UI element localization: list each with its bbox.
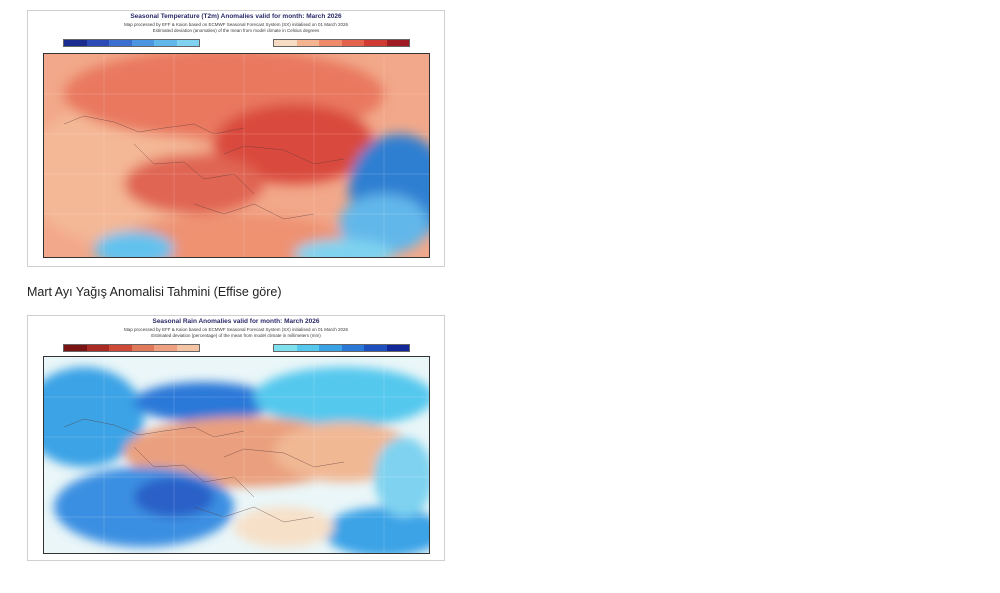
- temperature-anomaly-map: Seasonal Temperature (T2m) Anomalies val…: [27, 10, 445, 267]
- temperature-positive-swatch: [296, 40, 319, 46]
- rain-map-canvas: [43, 356, 430, 554]
- rain-wet-swatch: [341, 345, 364, 351]
- temperature-positive-swatch: [341, 40, 364, 46]
- temperature-negative-swatch: [64, 40, 87, 46]
- rain-map-title: Seasonal Rain Anomalies valid for month:…: [152, 318, 320, 325]
- temperature-colorbar-positive: [273, 39, 410, 47]
- temperature-negative-swatch: [176, 40, 199, 46]
- temperature-positive-swatch: [364, 40, 387, 46]
- temperature-negative-swatch: [86, 40, 109, 46]
- rain-dry-swatch: [109, 345, 132, 351]
- rain-dry-swatch: [64, 345, 87, 351]
- rain-dry-swatch: [131, 345, 154, 351]
- temperature-positive-swatch: [319, 40, 342, 46]
- temperature-negative-swatch: [109, 40, 132, 46]
- rain-wet-swatch: [296, 345, 319, 351]
- temperature-positive-swatch: [386, 40, 409, 46]
- rain-anomaly-map: Seasonal Rain Anomalies valid for month:…: [27, 315, 445, 561]
- temperature-map-subtitle-1: Map processed by EFF & Kaion based on EC…: [123, 22, 349, 27]
- rain-map-subtitle-1: Map processed by EFF & Kaion based on EC…: [123, 327, 349, 332]
- temperature-negative-swatch: [154, 40, 177, 46]
- temperature-positive-swatch: [274, 40, 297, 46]
- temperature-colorbar-negative: [63, 39, 200, 47]
- rain-wet-swatch: [274, 345, 297, 351]
- rain-map-subtitle-2: Estimated deviation (percentage) of the …: [151, 333, 321, 338]
- rain-dry-swatch: [154, 345, 177, 351]
- temperature-map-subtitle-2: Estimated deviation (anomalies) of the m…: [152, 28, 320, 33]
- rain-wet-swatch: [364, 345, 387, 351]
- rain-colorbar-dry: [63, 344, 200, 352]
- rain-dry-swatch: [86, 345, 109, 351]
- rain-wet-swatch: [319, 345, 342, 351]
- temperature-negative-swatch: [131, 40, 154, 46]
- rain-dry-swatch: [176, 345, 199, 351]
- temperature-map-title: Seasonal Temperature (T2m) Anomalies val…: [130, 13, 342, 20]
- rain-colorbar-wet: [273, 344, 410, 352]
- temperature-map-canvas: [43, 53, 430, 258]
- precipitation-forecast-caption: Mart Ayı Yağış Anomalisi Tahmini (Effise…: [27, 285, 282, 299]
- rain-wet-swatch: [386, 345, 409, 351]
